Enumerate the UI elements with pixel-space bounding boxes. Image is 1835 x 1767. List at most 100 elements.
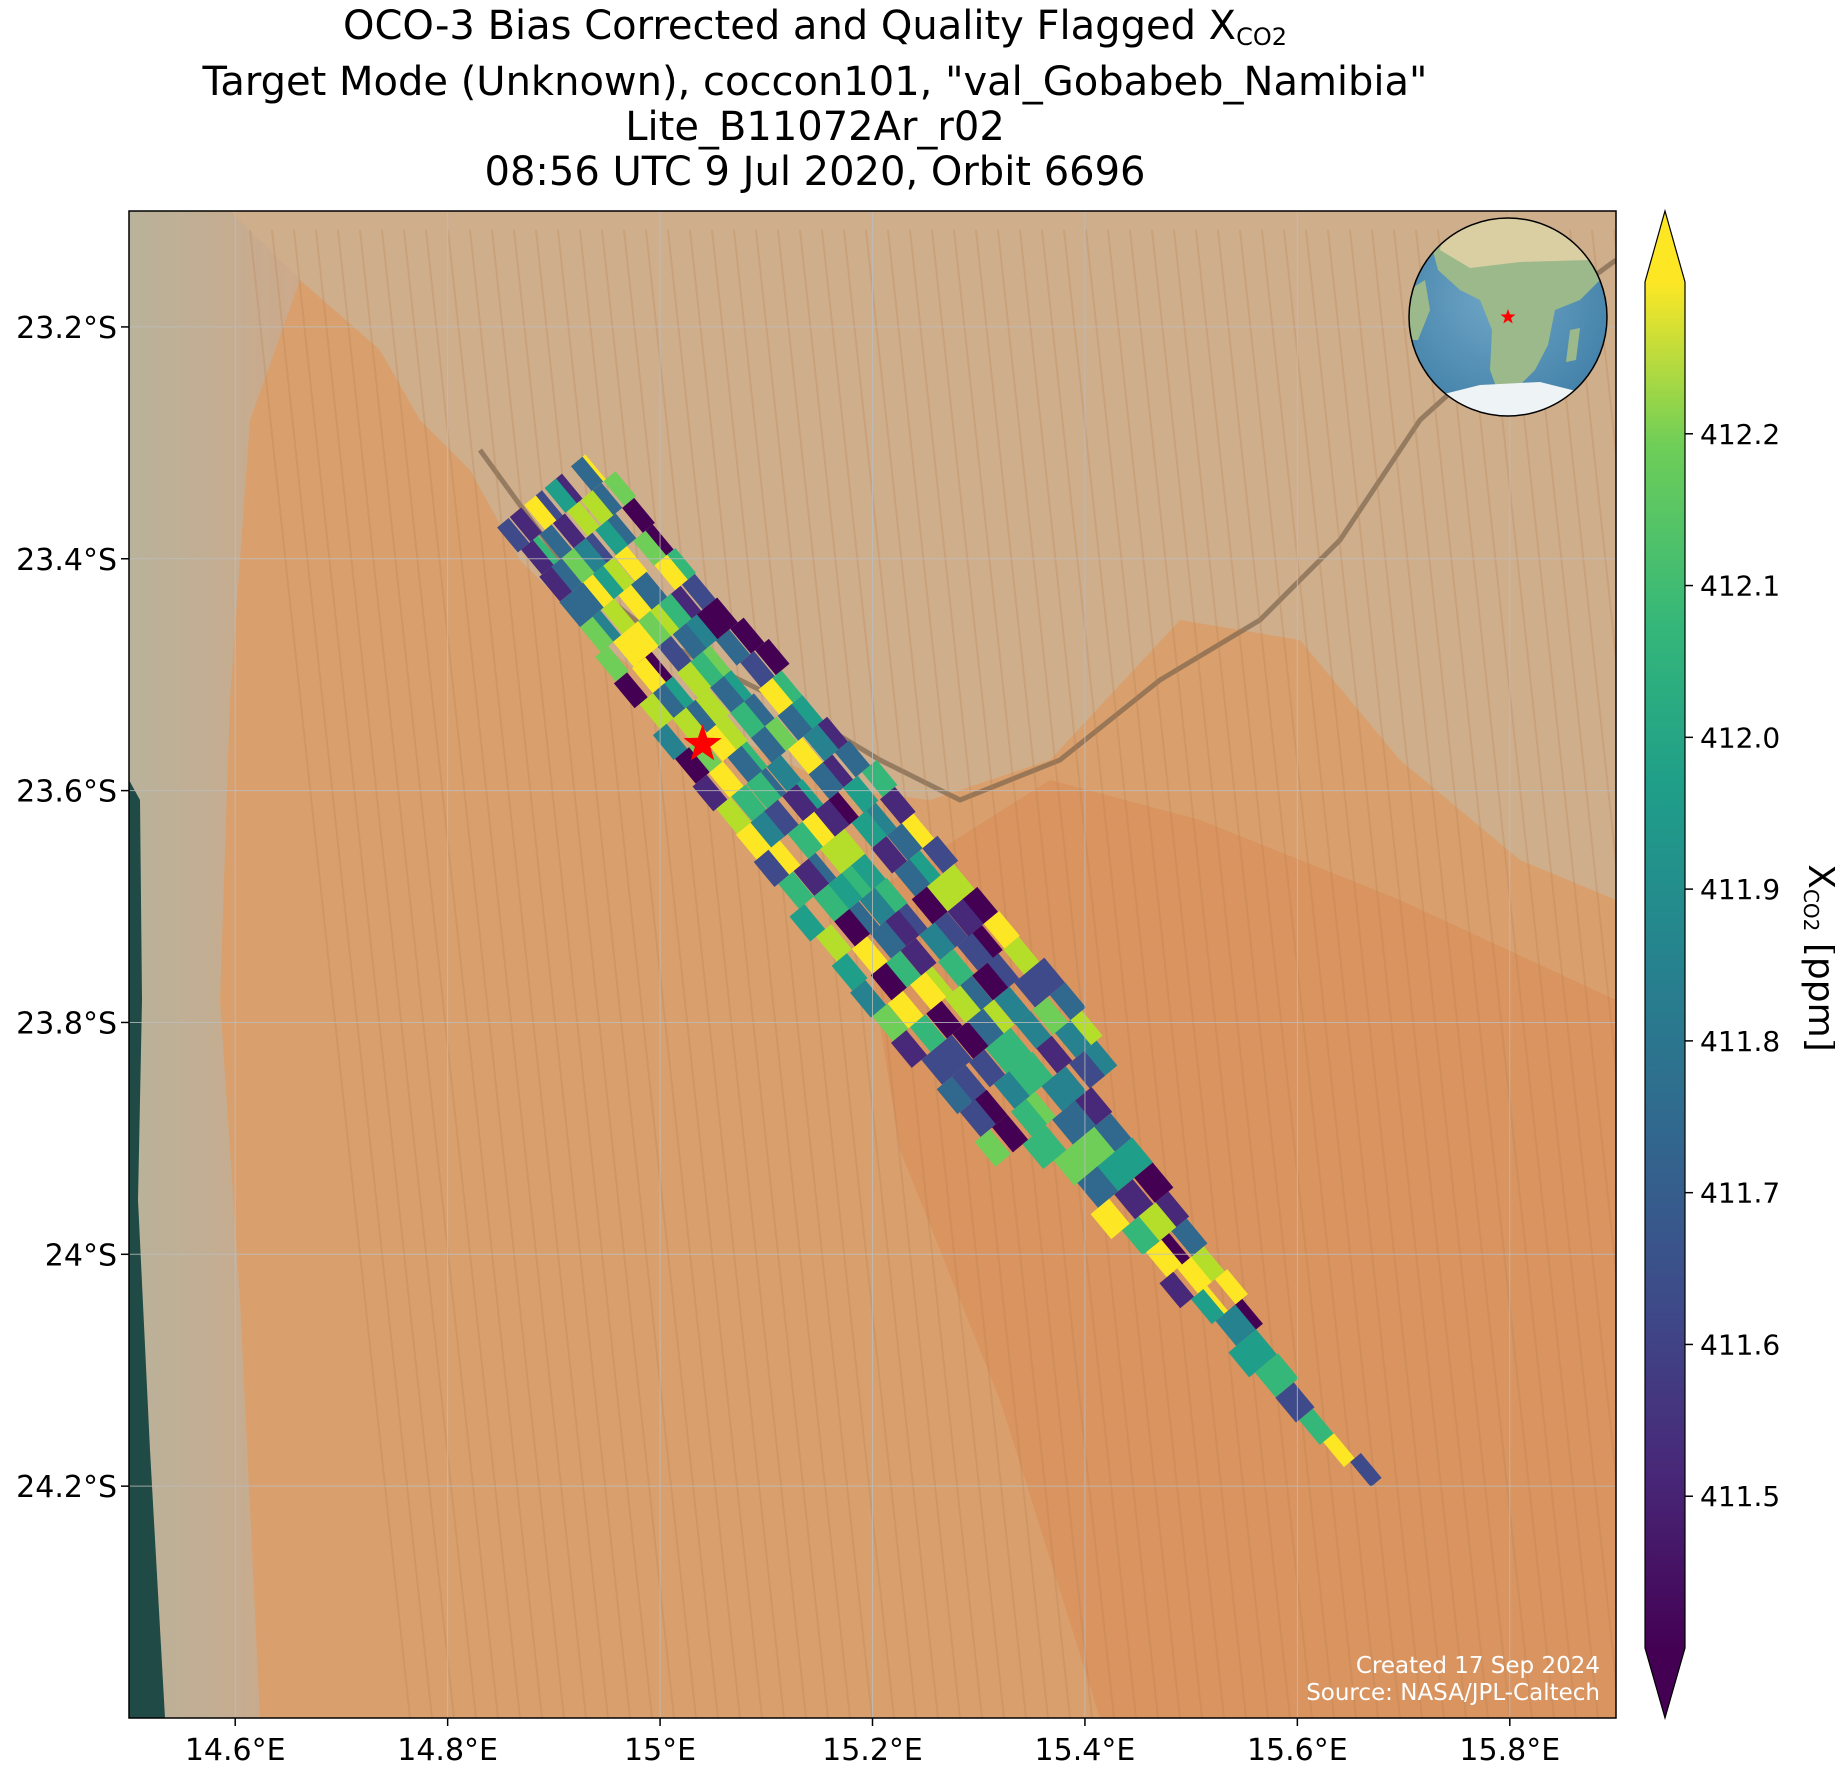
dune-ridge: [381, 229, 543, 1718]
dune-ridge: [1393, 229, 1555, 1718]
dune-ridge: [403, 229, 565, 1718]
dune-ridge: [447, 229, 609, 1718]
sounding-footprint: [932, 911, 969, 950]
sounding-footprint: [1190, 1246, 1225, 1283]
sounding-footprint: [1081, 1040, 1118, 1079]
sounding-footprint: [603, 471, 637, 507]
sounding-footprint: [971, 1089, 1008, 1128]
sounding-footprint: [820, 836, 856, 874]
colorbar-extend-high: [1645, 211, 1685, 282]
colorbar-gradient: [1645, 282, 1685, 1648]
sounding-footprint: [645, 604, 680, 640]
sounding-footprint: [696, 645, 731, 682]
sounding-footprint: [695, 688, 730, 725]
sounding-footprint: [859, 887, 896, 926]
sounding-footprint: [1014, 969, 1051, 1008]
sounding-footprint: [921, 1047, 958, 1085]
dune-ridge: [1261, 229, 1423, 1718]
sounding-footprint: [778, 871, 814, 909]
sounding-footprint: [887, 990, 924, 1029]
colorbar-tick-label: 412.2: [1700, 418, 1780, 451]
sounding-footprint: [758, 677, 794, 715]
dune-ridge: [1107, 229, 1269, 1718]
sounding-footprint: [675, 747, 710, 784]
sounding-footprint: [885, 950, 922, 989]
sounding-footprint: [1090, 1198, 1130, 1240]
sounding-footprint: [524, 495, 557, 530]
sounding-footprint: [1151, 1191, 1190, 1231]
sounding-footprint: [559, 591, 593, 628]
sounding-footprint: [983, 953, 1020, 992]
sounding-footprint: [715, 629, 751, 666]
sounding-footprint: [922, 835, 959, 874]
sounding-footprint: [894, 859, 931, 897]
credit-source: Source: NASA/JPL-Caltech: [1306, 1680, 1600, 1706]
dune-ridge: [1085, 229, 1247, 1718]
chart-subtitle-time: 08:56 UTC 9 Jul 2020, Orbit 6696: [484, 149, 1146, 195]
sounding-footprint: [910, 972, 947, 1010]
sounding-footprint: [817, 754, 854, 792]
sounding-footprint: [871, 877, 908, 916]
sounding-footprint: [1068, 1086, 1113, 1132]
sounding-footprint: [936, 1034, 973, 1073]
sounding-footprint: [787, 737, 824, 775]
sounding-footprint: [900, 938, 937, 976]
sounding-footprint: [829, 828, 866, 867]
sounding-footprint: [1145, 1239, 1183, 1278]
sounding-footprint: [860, 802, 897, 840]
sounding-footprint: [689, 651, 724, 688]
sounding-footprint: [1121, 1216, 1160, 1256]
sounding-footprint: [1089, 1113, 1132, 1157]
sounding-footprint: [539, 524, 573, 560]
lat-tick-label: 24°S: [45, 1238, 117, 1273]
sounding-footprint: [633, 571, 668, 608]
sounding-footprint: [1214, 1269, 1248, 1305]
dune-ridge: [513, 229, 675, 1718]
colorbar-tick-label: 412.0: [1700, 721, 1780, 754]
gridlines: [129, 211, 1616, 1718]
dune-ridge: [711, 229, 873, 1718]
sounding-footprint: [851, 936, 888, 974]
sounding-footprint: [812, 716, 848, 754]
sounding-footprint: [730, 617, 765, 654]
sounding-footprint: [957, 933, 994, 971]
coastal-strip: [129, 211, 300, 1718]
sounding-footprint: [992, 1114, 1029, 1153]
sounding-footprint: [1323, 1433, 1355, 1468]
sounding-footprint: [625, 578, 660, 615]
sounding-footprint: [1094, 1152, 1136, 1194]
sounding-footprint: [1049, 982, 1086, 1021]
sounding-footprint: [1077, 1166, 1119, 1208]
sounding-footprint: [1112, 1137, 1153, 1179]
sounding-footprint: [613, 631, 647, 667]
sounding-footprint: [561, 548, 595, 584]
sounding-footprint: [580, 490, 614, 526]
sounding-footprint: [1041, 1073, 1078, 1112]
sounding-footprint: [755, 638, 790, 676]
sounding-footprint: [1299, 1408, 1334, 1446]
sounding-footprint: [813, 884, 850, 922]
sounding-footprint: [662, 547, 697, 584]
xco2-swath: [497, 454, 1382, 1487]
dune-ridge: [645, 229, 807, 1718]
sounding-footprint: [1022, 1125, 1067, 1170]
sounding-footprint: [521, 539, 554, 575]
dune-ridge: [359, 229, 521, 1718]
sounding-footprint: [579, 616, 614, 653]
sounding-footprint: [891, 903, 928, 941]
sounding-footprint: [570, 582, 604, 618]
sounding-footprint: [870, 962, 907, 1001]
sounding-footprint: [956, 975, 993, 1014]
colorbar: 411.5 411.6 411.7 411.8 411.9 412.0 412.1 412.2: [1644, 208, 1780, 1721]
sounding-footprint: [947, 898, 984, 937]
sounding-footprint: [640, 524, 674, 560]
dune-ridge: [1063, 229, 1225, 1718]
sounding-footprint: [739, 693, 775, 730]
sounding-footprint: [692, 774, 728, 812]
sounding-footprint: [657, 635, 692, 672]
sounding-footprint: [834, 740, 871, 778]
south-america-edge: [1409, 280, 1430, 340]
dune-ridge: [755, 229, 917, 1718]
sounding-footprint: [985, 1035, 1022, 1074]
